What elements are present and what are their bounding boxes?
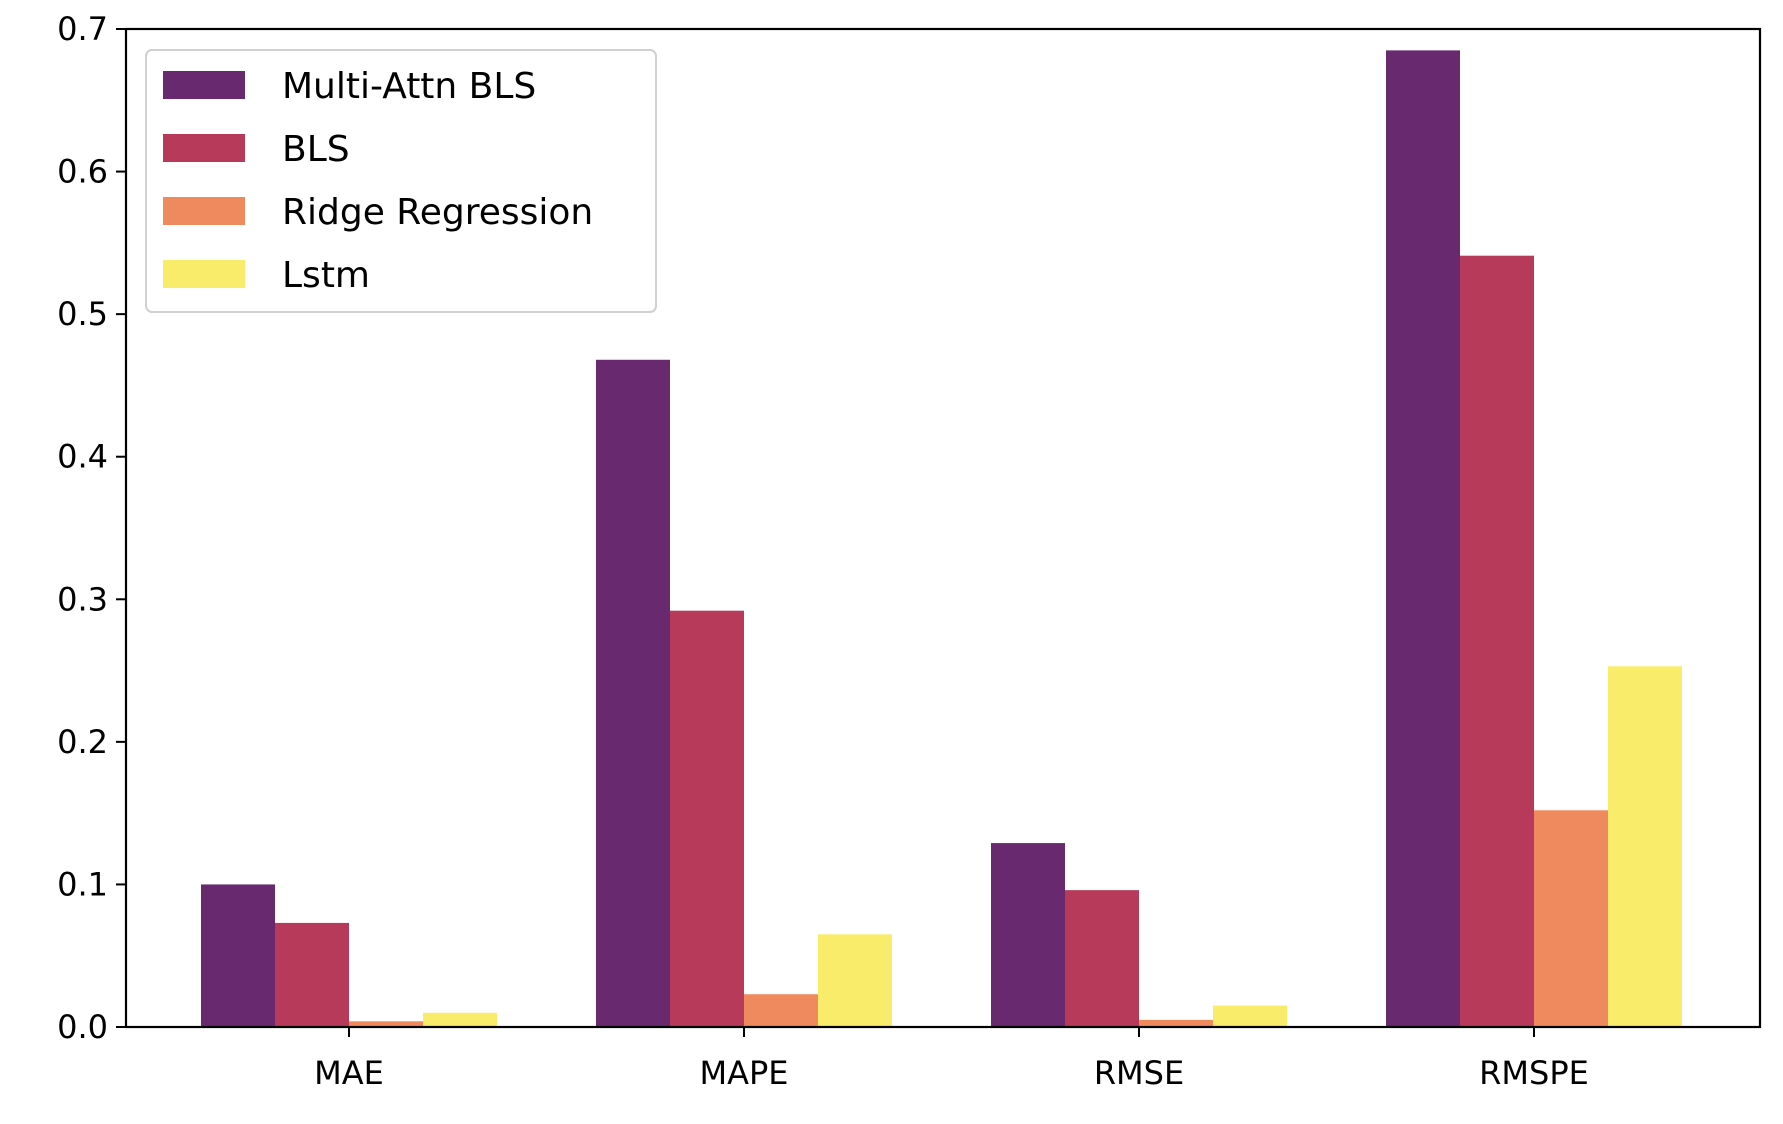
- bar-mape-lstm: [818, 934, 892, 1027]
- y-tick-label: 0.7: [57, 10, 108, 48]
- legend-box: [145, 49, 657, 313]
- bar-mae-bls: [275, 922, 349, 1027]
- bar-mae-lstm: [423, 1012, 497, 1027]
- bar-mape-multi-attn-bls: [596, 359, 670, 1027]
- bar-rmspe-multi-attn-bls: [1386, 50, 1460, 1027]
- y-tick-label: 0.0: [57, 1008, 108, 1046]
- plot-frame: [124, 27, 1762, 1029]
- y-tick-label: 0.2: [57, 723, 108, 761]
- bar-rmse-ridge-regression: [1139, 1019, 1213, 1027]
- bar-rmse-multi-attn-bls: [991, 843, 1065, 1027]
- legend-label: BLS: [282, 129, 350, 170]
- bar-mape-ridge-regression: [744, 994, 818, 1027]
- bar-rmspe-bls: [1460, 255, 1534, 1027]
- legend-label: Ridge Regression: [282, 192, 593, 233]
- legend-swatch: [163, 197, 245, 225]
- bar-mape-bls: [670, 610, 744, 1027]
- bar-rmse-bls: [1065, 890, 1139, 1027]
- x-tick-label: MAE: [314, 1054, 384, 1092]
- legend-swatch: [163, 134, 245, 162]
- x-tick-label: RMSE: [1094, 1054, 1184, 1092]
- x-axis: MAE MAPE RMSE RMSPE: [314, 1027, 1589, 1092]
- bar-rmspe-ridge-regression: [1534, 810, 1608, 1027]
- y-tick-label: 0.4: [57, 438, 108, 476]
- bar-mae-multi-attn-bls: [201, 884, 275, 1027]
- bars-group: [201, 50, 1682, 1027]
- y-axis: 0.0 0.1 0.2 0.3 0.4 0.5 0.6 0.7: [57, 10, 126, 1046]
- legend-label: Lstm: [282, 255, 370, 296]
- legend-swatch: [163, 260, 245, 288]
- bar-rmse-lstm: [1213, 1005, 1287, 1027]
- bar-rmspe-lstm: [1608, 666, 1682, 1027]
- x-tick-label: RMSPE: [1479, 1054, 1589, 1092]
- legend-swatch: [163, 71, 245, 99]
- x-tick-label: MAPE: [699, 1054, 788, 1092]
- legend: Multi-Attn BLS BLS Ridge Regression Lstm: [145, 49, 657, 313]
- legend-label: Multi-Attn BLS: [282, 66, 536, 107]
- y-tick-label: 0.3: [57, 580, 108, 618]
- y-tick-label: 0.6: [57, 153, 108, 191]
- bar-mae-ridge-regression: [349, 1021, 423, 1027]
- y-tick-label: 0.1: [57, 865, 108, 903]
- y-tick-label: 0.5: [57, 295, 108, 333]
